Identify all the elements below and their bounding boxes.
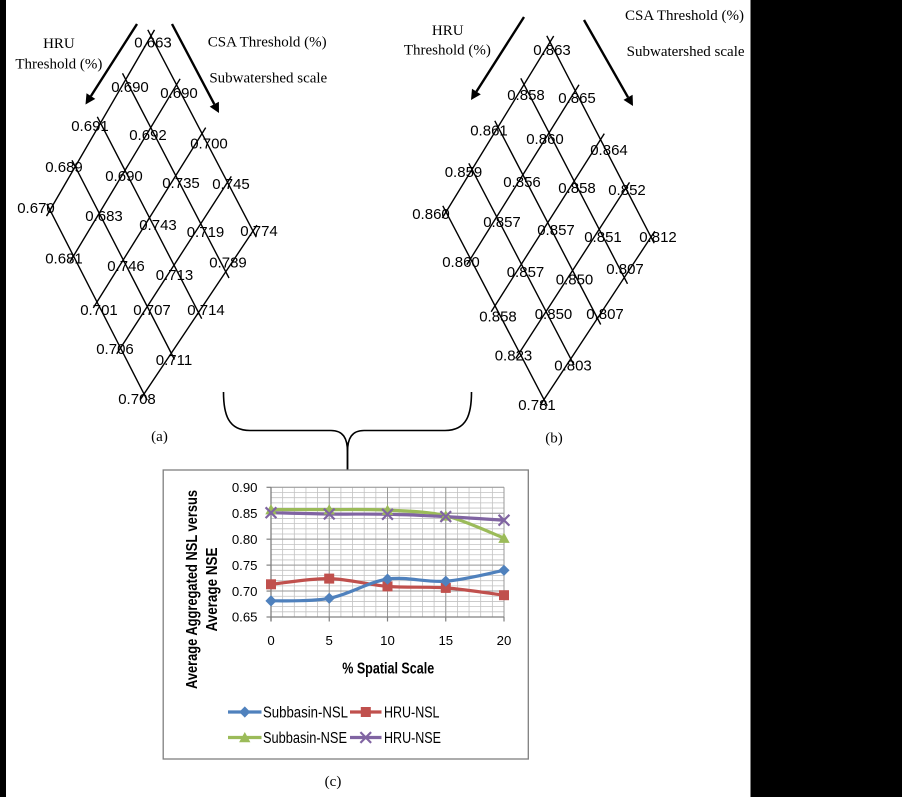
svg-text:Subbasin-NSE: Subbasin-NSE	[263, 730, 347, 747]
svg-text:0.774: 0.774	[240, 223, 278, 240]
svg-text:0.850: 0.850	[556, 272, 594, 289]
svg-text:0.85: 0.85	[232, 506, 258, 521]
svg-text:0.865: 0.865	[558, 90, 596, 107]
svg-text:HRU-NSE: HRU-NSE	[384, 730, 441, 747]
svg-text:0.861: 0.861	[470, 123, 508, 140]
svg-text:0.857: 0.857	[483, 214, 521, 231]
svg-text:CSA Threshold (%): CSA Threshold (%)	[208, 35, 327, 51]
svg-text:0.690: 0.690	[105, 168, 143, 185]
svg-text:CSA Threshold (%): CSA Threshold (%)	[625, 8, 744, 24]
svg-text:0.714: 0.714	[187, 302, 225, 319]
svg-text:0.857: 0.857	[537, 222, 575, 239]
svg-text:0.858: 0.858	[507, 87, 545, 104]
svg-text:Average Aggregated NSL versus: Average Aggregated NSL versus	[184, 490, 201, 689]
svg-text:Subbasin-NSL: Subbasin-NSL	[263, 704, 348, 721]
svg-text:0.683: 0.683	[85, 208, 123, 225]
svg-text:15: 15	[438, 633, 453, 648]
svg-text:0.860: 0.860	[412, 206, 450, 223]
svg-text:0: 0	[267, 633, 274, 648]
svg-text:0.856: 0.856	[503, 174, 541, 191]
svg-text:0.781: 0.781	[518, 397, 556, 414]
svg-text:0.701: 0.701	[80, 302, 118, 319]
svg-text:0.864: 0.864	[590, 142, 628, 159]
svg-text:0.850: 0.850	[535, 306, 573, 323]
svg-text:Threshold (%): Threshold (%)	[404, 43, 491, 59]
svg-text:(c): (c)	[325, 774, 342, 790]
svg-text:0.860: 0.860	[442, 254, 480, 271]
svg-text:HRU: HRU	[43, 36, 75, 52]
svg-text:(a): (a)	[151, 429, 168, 445]
svg-text:Subwatershed scale: Subwatershed scale	[627, 44, 745, 60]
svg-text:0.75: 0.75	[232, 558, 258, 573]
svg-text:0.735: 0.735	[162, 175, 200, 192]
svg-text:Threshold (%): Threshold (%)	[15, 56, 102, 72]
svg-text:0.663: 0.663	[134, 35, 172, 52]
svg-text:5: 5	[326, 633, 333, 648]
svg-text:0.708: 0.708	[118, 391, 156, 408]
svg-text:20: 20	[497, 633, 512, 648]
svg-text:0.858: 0.858	[479, 309, 517, 326]
svg-text:0.691: 0.691	[71, 118, 109, 135]
svg-text:Average NSE: Average NSE	[204, 548, 221, 632]
svg-text:0.689: 0.689	[45, 159, 83, 176]
svg-text:0.857: 0.857	[507, 264, 545, 281]
svg-text:0.852: 0.852	[608, 182, 646, 199]
svg-text:0.789: 0.789	[209, 255, 247, 272]
svg-text:0.803: 0.803	[554, 358, 592, 375]
svg-text:0.858: 0.858	[558, 180, 596, 197]
svg-text:0.690: 0.690	[111, 79, 149, 96]
svg-text:0.681: 0.681	[45, 251, 83, 268]
svg-text:0.706: 0.706	[96, 341, 134, 358]
svg-text:(b): (b)	[545, 431, 563, 447]
svg-text:0.851: 0.851	[584, 229, 622, 246]
svg-text:0.745: 0.745	[212, 176, 250, 193]
svg-text:10: 10	[380, 633, 395, 648]
svg-text:0.863: 0.863	[533, 42, 571, 59]
svg-text:HRU: HRU	[432, 23, 464, 39]
svg-text:0.692: 0.692	[129, 127, 167, 144]
svg-text:0.711: 0.711	[156, 352, 192, 369]
svg-text:0.65: 0.65	[232, 610, 258, 625]
svg-text:0.700: 0.700	[190, 136, 228, 153]
svg-text:0.70: 0.70	[232, 584, 258, 599]
svg-text:% Spatial Scale: % Spatial Scale	[342, 661, 434, 678]
svg-text:0.807: 0.807	[586, 306, 624, 323]
svg-text:0.807: 0.807	[606, 261, 644, 278]
svg-text:HRU-NSL: HRU-NSL	[384, 704, 440, 721]
svg-text:0.713: 0.713	[156, 267, 194, 284]
svg-text:0.719: 0.719	[187, 224, 225, 241]
svg-text:0.743: 0.743	[139, 217, 177, 234]
svg-text:0.90: 0.90	[232, 480, 258, 495]
svg-text:0.823: 0.823	[495, 348, 533, 365]
svg-text:0.707: 0.707	[133, 302, 171, 319]
svg-text:0.670: 0.670	[17, 200, 55, 217]
svg-text:0.690: 0.690	[160, 85, 198, 102]
svg-text:0.859: 0.859	[445, 164, 483, 181]
svg-text:0.746: 0.746	[107, 258, 145, 275]
svg-text:0.812: 0.812	[639, 229, 677, 246]
svg-text:0.80: 0.80	[232, 532, 258, 547]
svg-text:0.860: 0.860	[526, 131, 564, 148]
svg-text:Subwatershed scale: Subwatershed scale	[209, 71, 327, 87]
